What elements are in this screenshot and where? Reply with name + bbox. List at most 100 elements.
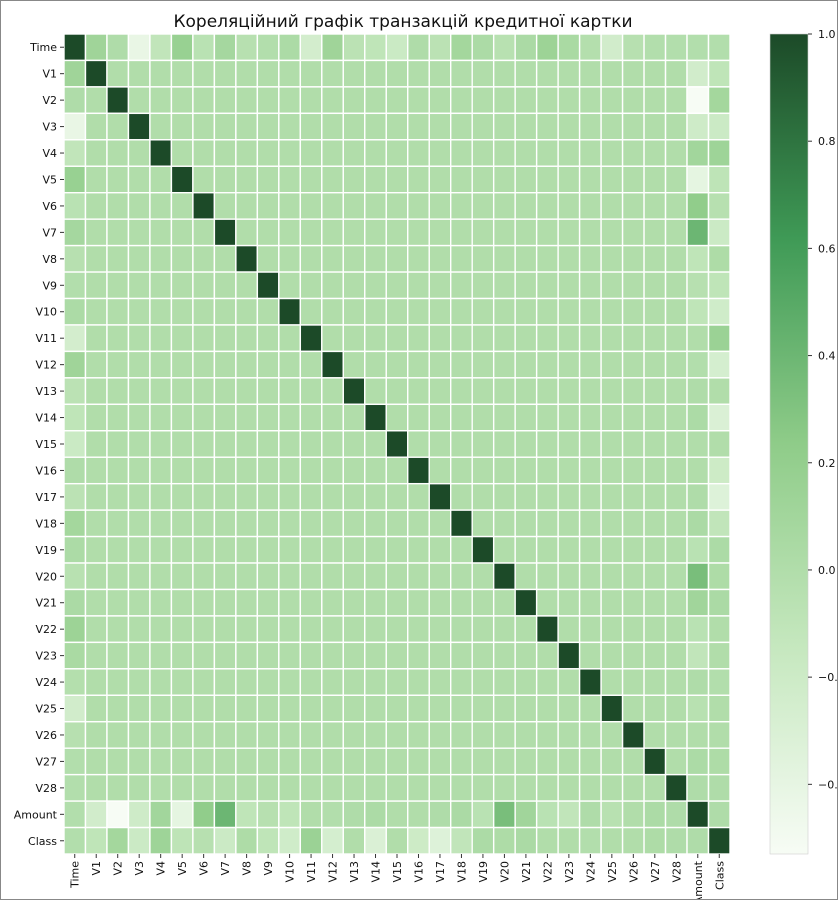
heatmap-cell-v8-v19 [471, 244, 495, 273]
heatmap-cell-v12-v3 [127, 350, 151, 379]
heatmap-cell-v25-v8 [235, 694, 259, 723]
heatmap-cell-v17-v8 [235, 482, 259, 511]
heatmap-cell-v16-v9 [256, 456, 280, 485]
heatmap-cell-v23-v17 [428, 641, 452, 670]
heatmap-cell-v28-v23 [557, 773, 581, 802]
heatmap-cell-v7-v8 [235, 218, 259, 247]
heatmap-cell-v13-v7 [213, 377, 237, 406]
heatmap-cell-v2-v20 [492, 86, 516, 115]
heatmap-cell-v3-v12 [321, 112, 344, 141]
heatmap-cell-v27-v12 [321, 747, 344, 776]
column-label-time: Time [69, 861, 82, 889]
heatmap-cell-v6-v26 [621, 192, 645, 220]
heatmap-cell-v10-v22 [535, 297, 559, 326]
heatmap-cell-v20-v1 [84, 562, 108, 591]
heatmap-cell-v7-time [63, 218, 87, 247]
column-label-v18: V18 [455, 861, 468, 883]
heatmap-cell-v14-v10 [278, 403, 302, 432]
heatmap-cell-v27-v15 [385, 747, 409, 776]
heatmap-cell-time-v23 [557, 33, 581, 62]
heatmap-cell-amount-v1 [84, 800, 108, 829]
heatmap-cell-v10-time [63, 297, 87, 326]
heatmap-cell-v24-time [63, 668, 87, 696]
row-label-v22: V22 [35, 623, 57, 636]
heatmap-cell-v20-amount [686, 562, 710, 591]
heatmap-cell-v22-v26 [621, 615, 645, 644]
heatmap-cell-v10-v1 [84, 297, 108, 326]
heatmap-cell-v11-v1 [84, 324, 108, 353]
heatmap-cell-class-v9 [256, 826, 280, 855]
heatmap-cell-v6-v6 [192, 192, 216, 220]
heatmap-cell-v12-v15 [385, 350, 409, 379]
heatmap-cell-v6-v5 [170, 192, 194, 220]
heatmap-cell-amount-v22 [535, 800, 559, 829]
heatmap-cell-v11-v17 [428, 324, 452, 353]
row-label-v18: V18 [35, 517, 57, 530]
heatmap-cell-v23-v26 [621, 641, 645, 670]
heatmap-cell-v1-v2 [106, 59, 130, 88]
colorbar-tick-label: −0. [818, 778, 838, 791]
row-label-v21: V21 [35, 597, 57, 610]
heatmap-cell-v13-v26 [621, 377, 645, 406]
heatmap-cell-v11-v27 [643, 324, 667, 353]
heatmap-cell-v3-amount [686, 112, 710, 141]
heatmap-cell-v19-v9 [256, 535, 280, 564]
heatmap-cell-v4-v24 [578, 139, 602, 167]
heatmap-cell-time-v17 [428, 33, 452, 62]
heatmap-cell-v17-v21 [514, 482, 538, 511]
heatmap-cell-v24-v15 [385, 668, 409, 696]
heatmap-cell-v23-v1 [84, 641, 108, 670]
heatmap-cell-time-v10 [278, 33, 302, 62]
heatmap-cell-v9-v12 [321, 271, 344, 300]
heatmap-cell-v16-v10 [278, 456, 302, 485]
heatmap-cell-v24-v10 [278, 668, 302, 696]
heatmap-cell-time-v25 [600, 33, 624, 62]
heatmap-cell-v9-amount [686, 271, 710, 300]
heatmap-cell-v26-v27 [643, 721, 667, 749]
heatmap-cell-v9-v16 [407, 271, 430, 300]
colorbar-tick-label: −0. [818, 671, 838, 684]
heatmap-cell-v24-v26 [621, 668, 645, 696]
heatmap-cell-v13-v23 [557, 377, 581, 406]
heatmap-cell-v15-v28 [664, 430, 688, 458]
heatmap-cell-v23-v6 [192, 641, 216, 670]
row-label-v25: V25 [35, 703, 57, 716]
heatmap-cell-time-v11 [299, 33, 323, 62]
heatmap-cell-amount-v3 [127, 800, 151, 829]
heatmap-cell-v5-v13 [342, 165, 366, 194]
heatmap-cell-class-v8 [235, 826, 259, 855]
heatmap-cell-v20-v8 [235, 562, 259, 591]
heatmap-cell-v1-v20 [492, 59, 516, 88]
heatmap-cell-class-v15 [385, 826, 409, 855]
heatmap-cell-v9-v21 [514, 271, 538, 300]
heatmap-cell-v9-v8 [235, 271, 259, 300]
heatmap-cell-v4-v19 [471, 139, 495, 167]
heatmap-cell-v21-v1 [84, 588, 108, 617]
heatmap-cell-v6-v2 [106, 192, 130, 220]
heatmap-cell-v10-v26 [621, 297, 645, 326]
heatmap-cell-v5-v15 [385, 165, 409, 194]
row-label-v15: V15 [35, 438, 57, 451]
heatmap-cell-v25-v19 [471, 694, 495, 723]
heatmap-cell-v18-v20 [492, 509, 516, 538]
heatmap-cell-v9-v4 [149, 271, 173, 300]
heatmap-cell-v9-v28 [664, 271, 688, 300]
heatmap-cell-v19-v21 [514, 535, 538, 564]
heatmap-cell-v2-v21 [514, 86, 538, 115]
heatmap-cell-v26-v11 [299, 721, 323, 749]
heatmap-cell-v23-v3 [127, 641, 151, 670]
heatmap-cell-v7-v12 [321, 218, 344, 247]
heatmap-cell-v21-v17 [428, 588, 452, 617]
heatmap-cell-v8-v10 [278, 244, 302, 273]
heatmap-cell-v10-v15 [385, 297, 409, 326]
column-label-class: Class [713, 861, 726, 890]
heatmap-cell-v16-v19 [471, 456, 495, 485]
heatmap-cell-v26-v22 [535, 721, 559, 749]
heatmap-cell-v9-v22 [535, 271, 559, 300]
heatmap-cell-v13-v17 [428, 377, 452, 406]
heatmap-cell-v21-v21 [514, 588, 538, 617]
heatmap-cell-v10-amount [686, 297, 710, 326]
heatmap-cell-v7-v18 [450, 218, 473, 247]
heatmap-cell-v11-v6 [192, 324, 216, 353]
heatmap-cell-v9-v3 [127, 271, 151, 300]
